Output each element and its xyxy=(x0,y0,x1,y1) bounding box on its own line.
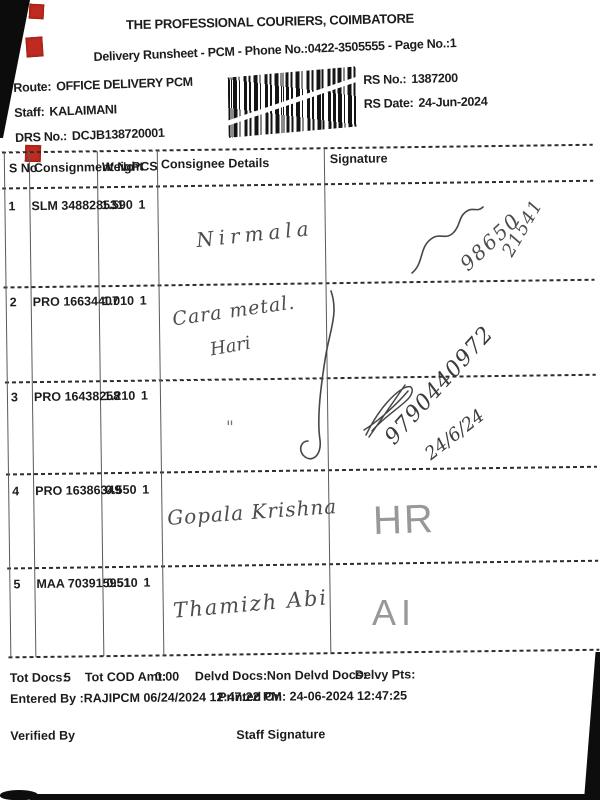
weight-cell: 0.550 xyxy=(105,482,137,498)
scanner-edge-shadow-bottom-right xyxy=(584,652,600,800)
table-row: 2 PRO 16634407 1.010 1 xyxy=(0,0,595,310)
staff-signature-label: Staff Signature xyxy=(236,727,326,743)
scanner-edge-blob-bottom-left xyxy=(0,790,38,800)
runsheet-table: S No Consignment No Weight PCS Consignee… xyxy=(0,0,600,659)
header-consignee-details: Consignee Details xyxy=(160,155,270,172)
handwritten-initials: HR xyxy=(372,496,436,544)
header-pcs: PCS xyxy=(131,159,158,174)
column-line xyxy=(323,148,332,654)
delvy-pts-label: Delvy Pts: xyxy=(354,667,416,682)
pcs-cell: 1 xyxy=(143,575,151,590)
table-row: 5 MAA 703915951 0.510 1 xyxy=(0,0,595,592)
table-row: 3 PRO 16438258 1.210 1 xyxy=(0,0,595,405)
s-no-cell: 5 xyxy=(13,577,21,592)
header-signature: Signature xyxy=(329,151,388,167)
table-row: 4 PRO 16386349 0.550 1 xyxy=(0,0,595,499)
s-no-cell: 1 xyxy=(8,199,16,214)
scanner-edge-bar-bottom xyxy=(30,794,600,800)
pcs-cell: 1 xyxy=(139,293,147,308)
delvd-docs-label: Delvd Docs: xyxy=(194,668,268,684)
table-header-row: S No Consignment No Weight PCS Consignee… xyxy=(0,0,595,175)
table-row: 1 SLM 348828531 1.590 1 xyxy=(0,0,595,214)
non-delvd-docs-label: Non Delvd Docs: xyxy=(266,667,367,683)
row-separator xyxy=(7,559,599,570)
handwritten-initials: AI xyxy=(372,592,417,633)
row-separator xyxy=(1,143,593,154)
row-separator xyxy=(8,648,600,659)
row-separator xyxy=(5,465,597,476)
column-line xyxy=(28,152,37,658)
row-separator xyxy=(4,373,596,384)
pcs-cell: 1 xyxy=(142,482,150,497)
pcs-cell: 1 xyxy=(140,388,148,403)
printed-on: Printed On: 24-06-2024 12:47:25 xyxy=(218,688,408,705)
weight-cell: 1.010 xyxy=(102,293,135,309)
row-separator xyxy=(3,278,595,289)
verified-by-label: Verified By xyxy=(10,728,76,743)
tot-cod-value: 0.00 xyxy=(154,669,180,684)
pcs-cell: 1 xyxy=(138,197,146,212)
tot-docs-label: Tot Docs: xyxy=(9,670,67,686)
weight-cell: 1.210 xyxy=(103,388,136,404)
column-line xyxy=(156,150,165,656)
tot-docs-value: 5 xyxy=(63,670,71,685)
handwritten-ditto-mark: " xyxy=(226,418,234,438)
weight-cell: 0.510 xyxy=(106,575,138,591)
s-no-cell: 3 xyxy=(10,390,19,405)
row-separator xyxy=(2,179,594,190)
s-no-cell: 4 xyxy=(12,484,20,499)
column-line xyxy=(3,152,12,658)
s-no-cell: 2 xyxy=(9,295,17,310)
weight-cell: 1.590 xyxy=(101,197,133,213)
